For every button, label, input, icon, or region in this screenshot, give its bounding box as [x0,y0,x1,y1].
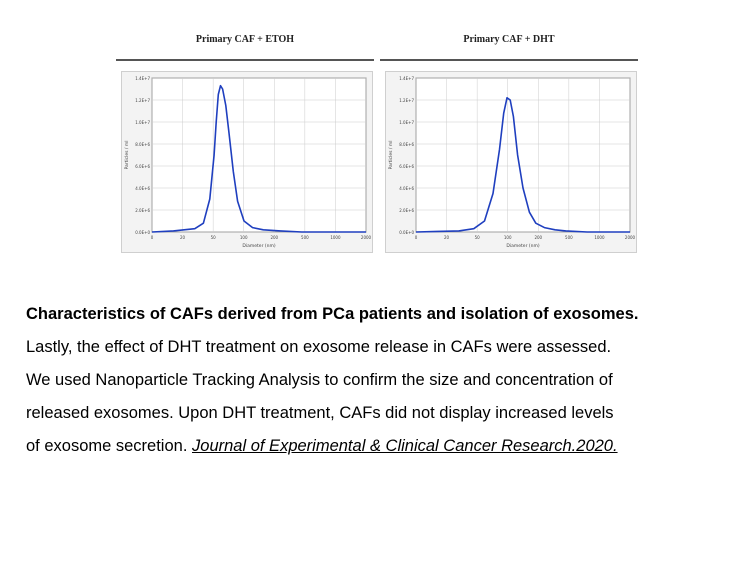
x-axis-label: Diameter (nm) [242,243,275,249]
y-tick-label: 6.0E+6 [135,164,150,169]
caption-line: released exosomes. Upon DHT treatment, C… [26,404,614,422]
x-tick-label: 200 [534,235,542,240]
plot-area [415,77,631,233]
y-tick-label: 0.0E+0 [399,230,414,235]
x-tick-label: 500 [565,235,573,240]
x-tick-label: 50 [211,235,217,240]
caption-title: Characteristics of CAFs derived from PCa… [26,305,639,323]
series-line [415,97,630,233]
figure-panel-dht: Primary CAF + DHT 0.0E+0 2.0E+6 4.0E+6 6.0E… [380,28,638,258]
y-axis-label: Particles / ml [388,141,394,170]
nta-chart-dht: 0.0E+0 2.0E+6 4.0E+6 6.0E+6 8.0E+6 1.0E+7 1.2E… [385,71,637,253]
caption-line: of exosome secretion. Journal of Experim… [26,430,746,463]
y-tick-label: 1.4E+7 [135,76,150,81]
x-tick-label: 20 [180,235,186,240]
nta-plot-etoh: 0.0E+0 2.0E+6 4.0E+6 6.0E+6 8.0E+6 1.0E+7 1.2E… [124,76,372,249]
series-line [151,84,366,233]
caption-line: We used Nanoparticle Tracking Analysis t… [26,371,613,389]
x-tick-label: 500 [301,235,309,240]
y-axis-label: Particles / ml [124,141,130,170]
panel-title: Primary CAF + ETOH [195,34,295,45]
citation-link[interactable]: Journal of Experimental & Clinical Cance… [192,437,618,455]
y-tick-label: 4.0E+6 [135,186,150,191]
y-tick-label: 8.0E+6 [135,142,150,147]
x-tick-label: 2000 [625,235,636,240]
y-tick-label: 1.2E+7 [135,98,150,103]
x-tick-label: 1000 [330,235,341,240]
panel-title: Primary CAF + DHT [463,34,555,45]
caption-line-prefix: of exosome secretion. [26,437,188,455]
x-axis-label: Diameter (nm) [506,243,539,249]
y-tick-label: 6.0E+6 [399,164,414,169]
x-tick-label: 100 [504,235,512,240]
x-tick-label: 100 [240,235,248,240]
x-tick-label: 0 [415,235,418,240]
nta-plot-dht: 0.0E+0 2.0E+6 4.0E+6 6.0E+6 8.0E+6 1.0E+7 1.2E… [388,76,636,249]
y-tick-label: 1.2E+7 [399,98,414,103]
y-tick-label: 4.0E+6 [399,186,414,191]
x-tick-label: 20 [444,235,450,240]
figure-panel-etoh: Primary CAF + ETOH 0.0E+0 2.0E+6 4.0E+6 6.0… [116,28,374,258]
y-tick-label: 8.0E+6 [399,142,414,147]
x-tick-label: 200 [270,235,278,240]
y-tick-label: 1.0E+7 [135,120,150,125]
figure-caption: Characteristics of CAFs derived from PCa… [26,298,746,463]
panel-divider [116,59,374,61]
x-tick-label: 50 [475,235,481,240]
x-tick-label: 0 [151,235,154,240]
y-tick-label: 0.0E+0 [135,230,150,235]
x-tick-label: 1000 [594,235,605,240]
y-tick-label: 1.4E+7 [399,76,414,81]
nta-chart-etoh: 0.0E+0 2.0E+6 4.0E+6 6.0E+6 8.0E+6 1.0E+7 1.2E… [121,71,373,253]
caption-line: Lastly, the effect of DHT treatment on e… [26,338,612,356]
y-tick-label: 1.0E+7 [399,120,414,125]
x-tick-label: 2000 [361,235,372,240]
plot-area [151,77,367,233]
y-tick-label: 2.0E+6 [399,208,414,213]
y-tick-label: 2.0E+6 [135,208,150,213]
panel-divider [380,59,638,61]
